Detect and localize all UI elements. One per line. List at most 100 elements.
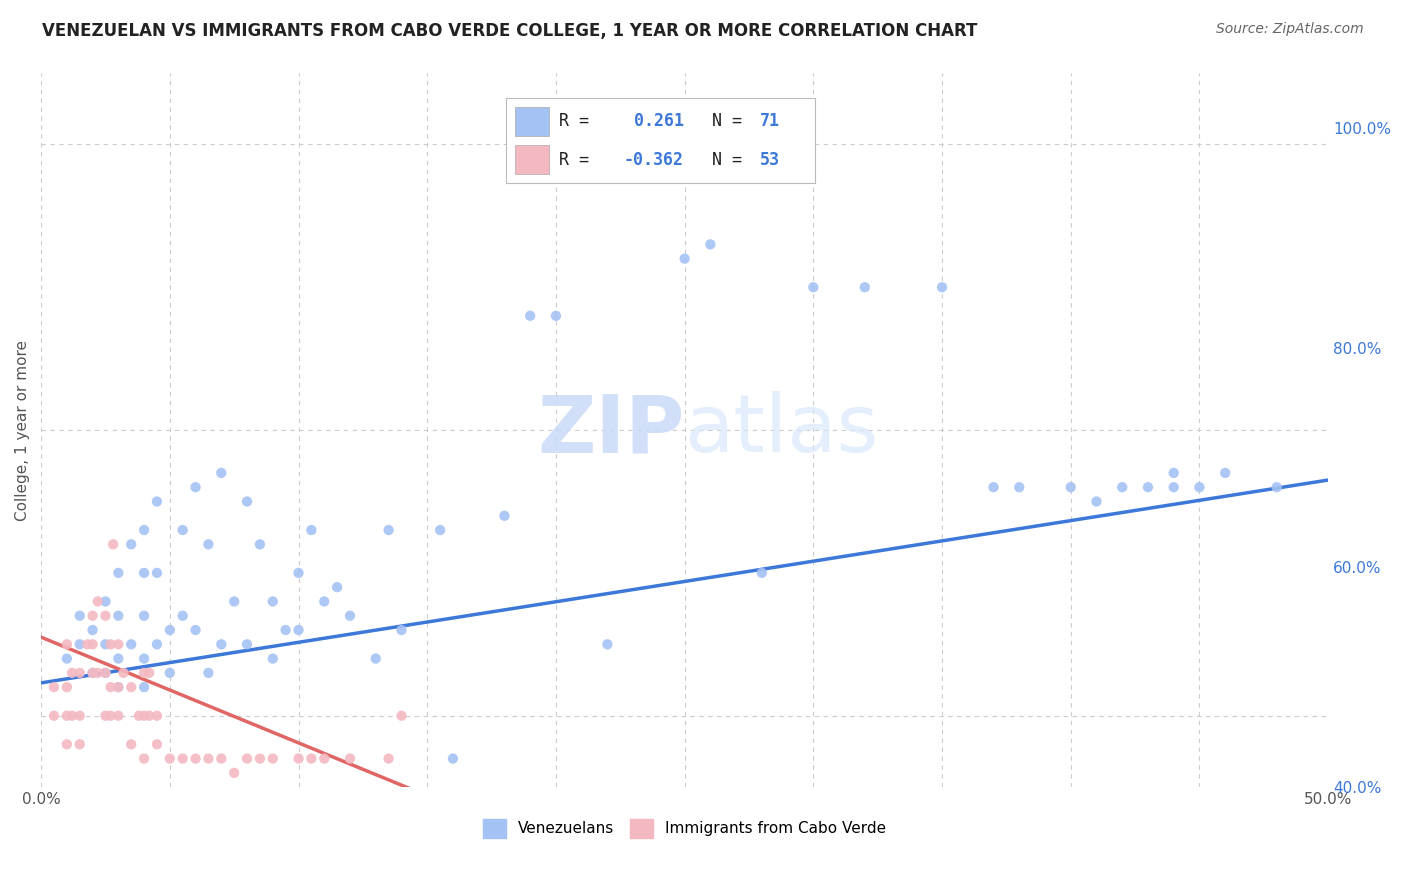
Point — [94, 608, 117, 623]
Point — [429, 523, 451, 537]
Point — [107, 680, 129, 694]
Text: 0.261: 0.261 — [624, 112, 683, 130]
Point — [853, 280, 876, 294]
Text: Source: ZipAtlas.com: Source: ZipAtlas.com — [1216, 22, 1364, 37]
Point — [69, 665, 91, 680]
Point — [339, 608, 361, 623]
Point — [132, 566, 155, 580]
Point — [1008, 480, 1031, 494]
Legend: Venezuelans, Immigrants from Cabo Verde: Venezuelans, Immigrants from Cabo Verde — [477, 813, 893, 844]
Text: N =: N = — [692, 151, 752, 169]
Point — [100, 680, 122, 694]
Point — [209, 466, 232, 480]
Point — [262, 751, 284, 765]
Point — [172, 751, 194, 765]
Point — [56, 708, 79, 723]
Point — [287, 566, 309, 580]
Point — [120, 637, 142, 651]
Point — [364, 651, 387, 665]
Point — [146, 566, 169, 580]
FancyBboxPatch shape — [516, 145, 550, 175]
Point — [112, 665, 135, 680]
Point — [56, 737, 79, 751]
Point — [249, 537, 271, 551]
Text: 53: 53 — [759, 151, 780, 169]
Point — [82, 665, 104, 680]
Point — [128, 708, 150, 723]
Point — [197, 665, 219, 680]
Point — [544, 309, 567, 323]
Point — [1136, 480, 1159, 494]
Point — [339, 751, 361, 765]
Point — [69, 637, 91, 651]
Point — [1188, 480, 1211, 494]
Point — [184, 623, 207, 637]
Point — [314, 594, 336, 608]
Point — [94, 665, 117, 680]
Point — [249, 751, 271, 765]
Point — [146, 737, 169, 751]
Point — [391, 623, 413, 637]
Point — [94, 708, 117, 723]
Point — [184, 480, 207, 494]
Point — [314, 751, 336, 765]
Point — [699, 237, 721, 252]
Point — [197, 537, 219, 551]
Text: atlas: atlas — [685, 391, 879, 469]
Point — [82, 623, 104, 637]
Point — [138, 665, 160, 680]
Point — [107, 608, 129, 623]
Point — [82, 637, 104, 651]
Point — [983, 480, 1005, 494]
Point — [172, 608, 194, 623]
Point — [299, 751, 322, 765]
Point — [87, 665, 110, 680]
Point — [120, 537, 142, 551]
Point — [94, 665, 117, 680]
Point — [391, 708, 413, 723]
Point — [42, 708, 65, 723]
Text: R =: R = — [558, 112, 599, 130]
Point — [209, 637, 232, 651]
Point — [377, 523, 399, 537]
Point — [287, 751, 309, 765]
Point — [377, 751, 399, 765]
Point — [69, 708, 91, 723]
Point — [1265, 480, 1288, 494]
Point — [94, 637, 117, 651]
Text: R =: R = — [558, 151, 599, 169]
Point — [94, 594, 117, 608]
Point — [146, 708, 169, 723]
Point — [172, 523, 194, 537]
Point — [673, 252, 696, 266]
Point — [1163, 480, 1185, 494]
Point — [82, 608, 104, 623]
Point — [100, 708, 122, 723]
Point — [107, 680, 129, 694]
Point — [197, 751, 219, 765]
Point — [132, 665, 155, 680]
Point — [69, 608, 91, 623]
Point — [209, 751, 232, 765]
Point — [120, 680, 142, 694]
Point — [931, 280, 953, 294]
Point — [107, 708, 129, 723]
Point — [184, 751, 207, 765]
Point — [107, 566, 129, 580]
Point — [69, 737, 91, 751]
Point — [146, 637, 169, 651]
Point — [1060, 480, 1083, 494]
Point — [107, 651, 129, 665]
Point — [224, 594, 246, 608]
Point — [159, 665, 181, 680]
Text: N =: N = — [692, 112, 752, 130]
Point — [236, 494, 259, 508]
Point — [42, 680, 65, 694]
Point — [107, 637, 129, 651]
Point — [132, 708, 155, 723]
Point — [1085, 494, 1108, 508]
Point — [132, 651, 155, 665]
Point — [287, 623, 309, 637]
Y-axis label: College, 1 year or more: College, 1 year or more — [15, 340, 30, 521]
Point — [519, 309, 541, 323]
